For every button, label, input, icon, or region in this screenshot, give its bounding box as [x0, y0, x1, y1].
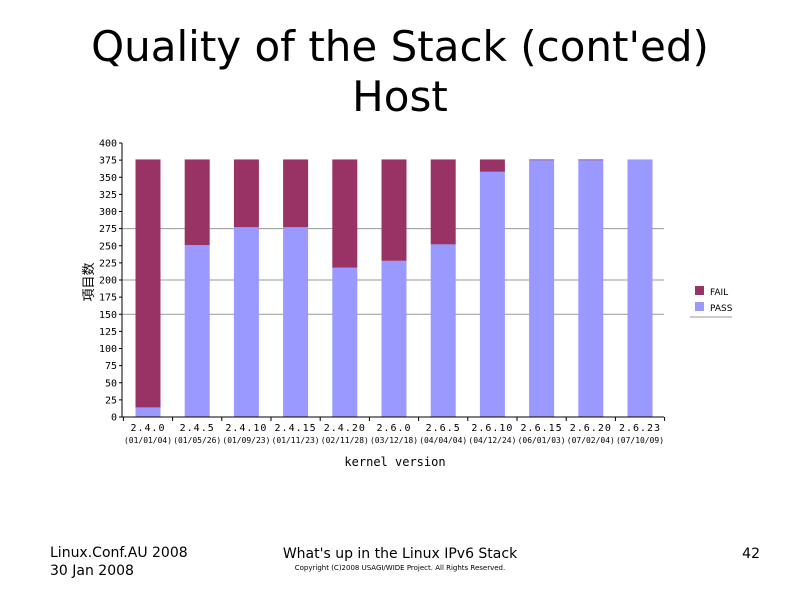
y-tick-label: 275: [99, 224, 117, 235]
footer-center: What's up in the Linux IPv6 Stack Copyri…: [200, 545, 600, 573]
bars: [135, 159, 653, 417]
slide-title: Quality of the Stack (cont'ed) Host: [0, 22, 800, 122]
x-tick-label: 2.4.10: [225, 423, 267, 434]
legend-swatch-pass: [695, 302, 704, 311]
footer-talk-title: What's up in the Linux IPv6 Stack: [282, 546, 518, 562]
x-tick-label: 2.6.5: [426, 423, 461, 434]
footer-conference: Linux.Conf.AU 2008: [50, 545, 188, 561]
bar-fail-2-6-10: [479, 159, 505, 172]
bar-pass-2-6-20: [578, 160, 604, 417]
x-tick-label: 2.4.15: [275, 423, 317, 434]
x-tick-date-label: (06/01/03): [518, 436, 566, 445]
page-number: 42: [742, 546, 760, 562]
y-tick-label: 150: [99, 310, 117, 321]
bar-fail-2-4-20: [332, 159, 358, 268]
footer-copyright: Copyright (C)2008 USAGI/WIDE Project. Al…: [294, 564, 506, 572]
x-tick-label: 2.6.0: [376, 423, 411, 434]
legend-swatch-fail: [695, 286, 704, 295]
footer-left: Linux.Conf.AU 2008 30 Jan 2008: [50, 544, 188, 580]
x-tick-label: 2.4.5: [180, 423, 215, 434]
x-tick-date-label: (01/11/23): [272, 436, 320, 445]
x-tick-label: 2.4.0: [130, 423, 165, 434]
x-tick-date-label: (03/12/18): [370, 436, 418, 445]
slide-title-line-1: Quality of the Stack (cont'ed): [91, 22, 709, 71]
bar-fail-2-4-10: [233, 159, 259, 228]
y-tick-label: 0: [111, 413, 117, 424]
axes: [119, 142, 666, 421]
bar-fail-2-4-5: [184, 159, 210, 246]
y-tick-label: 25: [105, 395, 117, 406]
y-tick-label: 350: [99, 173, 117, 184]
x-tick-label: 2.4.20: [324, 423, 366, 434]
bar-fail-2-6-20: [578, 159, 604, 161]
y-tick-label: 50: [105, 378, 117, 389]
x-tick-labels: 2.4.0 (01/01/04) 2.4.5 (01/05/26) 2.4.10 (01/…: [124, 423, 664, 445]
x-tick-label: 2.6.15: [521, 423, 563, 434]
bar-pass-2-6-5: [430, 244, 456, 417]
bar-pass-2-4-5: [184, 245, 210, 417]
bar-fail-2-6-0: [381, 159, 407, 261]
y-tick-label: 75: [105, 361, 117, 372]
bar-pass-2-6-0: [381, 260, 407, 417]
bar-pass-2-4-20: [332, 267, 358, 417]
y-tick-label: 175: [99, 293, 117, 304]
y-axis-label: 項目数: [82, 262, 97, 301]
y-tick-label: 125: [99, 327, 117, 338]
x-tick-date-label: (07/10/09): [616, 436, 664, 445]
x-tick-date-label: (04/04/04): [419, 436, 467, 445]
legend-label-pass: PASS: [710, 304, 733, 314]
y-tick-label: 375: [99, 156, 117, 167]
bar-pass-2-6-10: [479, 171, 505, 417]
bar-fail-2-4-15: [283, 159, 309, 228]
bar-fail-2-6-5: [430, 159, 456, 245]
x-tick-date-label: (07/02/04): [567, 436, 615, 445]
x-tick-date-label: (01/01/04): [124, 436, 172, 445]
bar-pass-2-6-15: [529, 160, 555, 417]
y-tick-label: 325: [99, 190, 117, 201]
x-tick-label: 2.6.23: [619, 423, 661, 434]
y-tick-label: 100: [99, 344, 117, 355]
y-tick-labels: 0 25 50 75 100 125 150 175 200 225 250 275 300 325 350…: [99, 139, 117, 424]
x-tick-date-label: (04/12/24): [468, 436, 516, 445]
footer-date: 30 Jan 2008: [50, 563, 134, 579]
bar-fail-2-6-15: [529, 159, 555, 161]
bar-fail-2-4-0: [135, 159, 161, 408]
bar-pass-2-4-15: [283, 227, 309, 417]
y-tick-label: 400: [99, 139, 117, 150]
x-tick-label: 2.6.20: [570, 423, 612, 434]
y-tick-label: 250: [99, 241, 117, 252]
legend: FAIL PASS: [690, 286, 733, 318]
y-tick-label: 200: [99, 276, 117, 287]
y-tick-label: 300: [99, 207, 117, 218]
legend-label-fail: FAIL: [710, 288, 728, 298]
bar-pass-2-4-10: [233, 227, 259, 417]
x-tick-date-label: (01/05/26): [173, 436, 221, 445]
x-tick-label: 2.6.10: [471, 423, 513, 434]
y-tick-label: 225: [99, 258, 117, 269]
x-tick-date-label: (02/11/28): [321, 436, 369, 445]
x-tick-date-label: (01/09/23): [222, 436, 270, 445]
x-axis-label: kernel version: [344, 455, 445, 469]
bar-pass-2-4-0: [135, 407, 161, 417]
bar-pass-2-6-23: [627, 159, 653, 417]
slide-title-line-2: Host: [352, 72, 448, 121]
